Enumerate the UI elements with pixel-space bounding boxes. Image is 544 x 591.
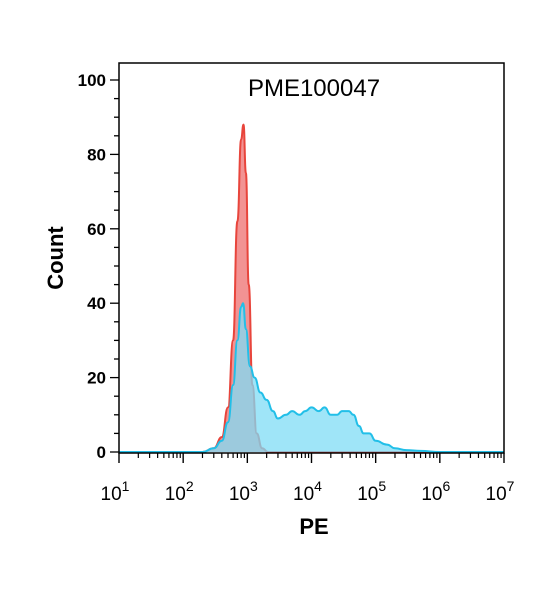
y-tick-label: 100 <box>78 71 106 90</box>
x-axis: 101 102 103 104 105 106 107 <box>101 453 515 505</box>
x-tick-label: 106 <box>421 478 450 505</box>
y-tick-label: 40 <box>87 294 106 313</box>
y-tick-label: 20 <box>87 369 106 388</box>
x-tick-label: 103 <box>229 478 258 505</box>
y-tick-label: 80 <box>87 145 106 164</box>
series-1-line <box>119 302 504 454</box>
y-axis: 0 20 40 60 80 100 <box>78 71 119 462</box>
series-0-area <box>119 124 504 452</box>
x-tick-label: 102 <box>165 478 194 505</box>
series-1-area <box>119 303 504 452</box>
x-tick-label: 104 <box>293 478 322 505</box>
series-0-line <box>119 123 504 454</box>
plot-frame <box>118 62 505 454</box>
chart-title: PME100047 <box>248 75 380 102</box>
x-tick-label: 101 <box>101 478 130 505</box>
x-tick-label: 107 <box>486 478 515 505</box>
y-axis-title: Count <box>43 226 68 290</box>
histogram-areas <box>119 123 504 454</box>
x-axis-title: PE <box>299 514 328 539</box>
y-tick-label: 0 <box>97 443 106 462</box>
x-tick-label: 105 <box>357 478 386 505</box>
y-tick-label: 60 <box>87 220 106 239</box>
